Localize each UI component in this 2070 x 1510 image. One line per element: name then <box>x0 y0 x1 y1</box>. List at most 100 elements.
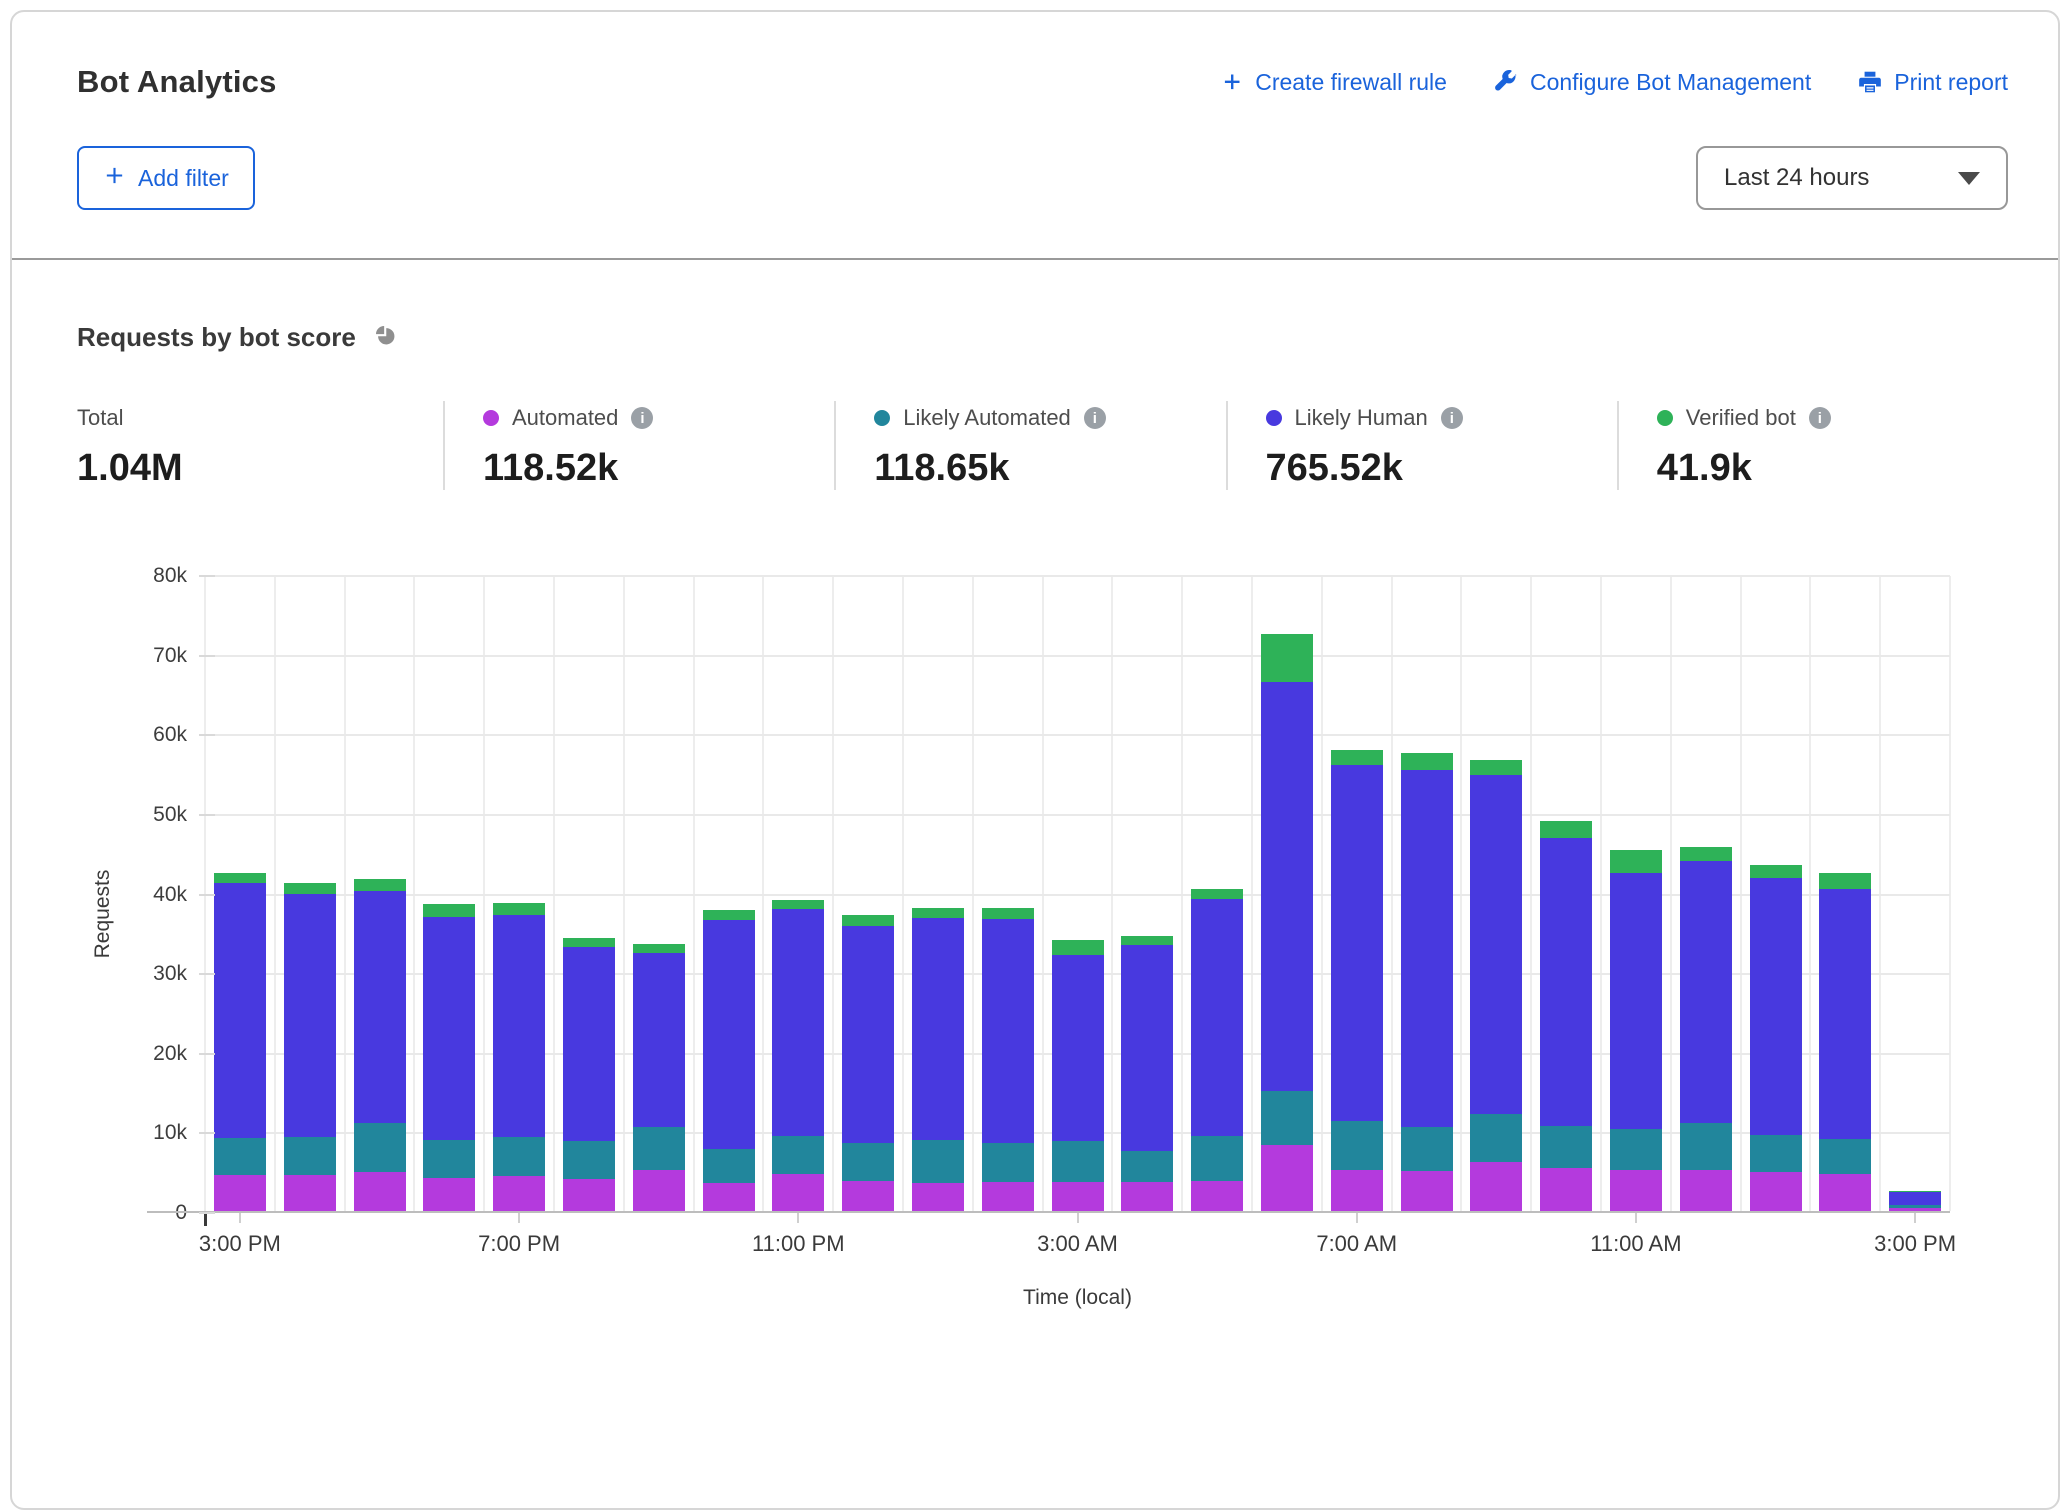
stat-likely-human-value: 765.52k <box>1266 447 1617 490</box>
print-report-link[interactable]: Print report <box>1857 69 2008 96</box>
y-tick-label: 0 <box>77 1199 187 1227</box>
automated-legend-dot <box>483 410 499 426</box>
bar-segment <box>633 1170 685 1211</box>
bar-segment <box>1889 1208 1941 1211</box>
chart-bar[interactable] <box>1680 847 1732 1211</box>
bar-segment <box>354 891 406 1124</box>
bar-segment <box>214 1138 266 1175</box>
chart-bar[interactable] <box>1331 750 1383 1211</box>
bar-segment <box>1610 850 1662 873</box>
chart-bar[interactable] <box>354 879 406 1211</box>
chart-bar[interactable] <box>1540 821 1592 1211</box>
bar-segment <box>982 908 1034 918</box>
bar-segment <box>1680 847 1732 861</box>
info-icon[interactable]: i <box>1809 407 1831 429</box>
chart-bar[interactable] <box>772 900 824 1211</box>
bar-segment <box>703 1183 755 1211</box>
chart-bar[interactable] <box>1191 889 1243 1211</box>
x-tick-label: 3:00 PM <box>199 1231 281 1257</box>
configure-bot-management-link[interactable]: Configure Bot Management <box>1493 69 1811 96</box>
chart-bar[interactable] <box>1889 1191 1941 1211</box>
bar-segment <box>772 909 824 1136</box>
stat-likely-automated-value: 118.65k <box>874 447 1225 490</box>
chart-bar[interactable] <box>633 944 685 1211</box>
bar-segment <box>1191 889 1243 899</box>
info-icon[interactable]: i <box>631 407 653 429</box>
add-filter-button[interactable]: Add filter <box>77 146 255 210</box>
y-tick-label: 70k <box>77 642 187 670</box>
bar-segment <box>1610 873 1662 1129</box>
bar-segment <box>1401 753 1453 770</box>
chart-bar[interactable] <box>493 903 545 1211</box>
bar-segment <box>1889 1192 1941 1206</box>
create-firewall-rule-label: Create firewall rule <box>1255 69 1447 96</box>
gridline <box>205 814 1950 816</box>
chart-bar[interactable] <box>563 938 615 1211</box>
info-icon[interactable]: i <box>1441 407 1463 429</box>
stat-likely-automated: Likely Automated i 118.65k <box>834 401 1225 490</box>
bar-segment <box>1331 765 1383 1121</box>
y-axis: 010k20k30k40k50k60k70k80k <box>77 576 187 1213</box>
chart-bar[interactable] <box>284 883 336 1211</box>
bar-segment <box>423 1178 475 1211</box>
chart-bar[interactable] <box>214 873 266 1211</box>
verified-bot-legend-dot <box>1657 410 1673 426</box>
y-tick-label: 50k <box>77 801 187 829</box>
likely-automated-legend-dot <box>874 410 890 426</box>
chart-bar[interactable] <box>1052 940 1104 1211</box>
bar-segment <box>633 953 685 1127</box>
stat-automated-label: Automated <box>512 405 618 431</box>
chart-bar[interactable] <box>1261 634 1313 1211</box>
create-firewall-rule-link[interactable]: Create firewall rule <box>1220 69 1447 96</box>
x-tick-label: 3:00 PM <box>1874 1231 1956 1257</box>
chart-bar[interactable] <box>912 908 964 1211</box>
chart-bar[interactable] <box>703 910 755 1211</box>
bar-segment <box>214 873 266 883</box>
bar-segment <box>1191 1181 1243 1211</box>
stat-total-value: 1.04M <box>77 447 443 490</box>
gridline <box>205 734 1950 736</box>
bar-segment <box>1750 1135 1802 1172</box>
chart-bar[interactable] <box>1121 936 1173 1211</box>
bar-segment <box>1470 760 1522 775</box>
chart-bar[interactable] <box>842 915 894 1211</box>
x-axis-title: Time (local) <box>205 1286 1950 1310</box>
bar-segment <box>1121 1151 1173 1182</box>
bar-segment <box>1680 1170 1732 1211</box>
bar-segment <box>493 915 545 1137</box>
y-tick-mark <box>199 894 215 896</box>
wrench-icon <box>1493 69 1519 95</box>
bar-segment <box>1331 1170 1383 1211</box>
bar-segment <box>423 904 475 917</box>
origin-tick <box>204 1213 207 1226</box>
chart-bar[interactable] <box>1610 850 1662 1211</box>
bar-segment <box>1540 1126 1592 1168</box>
chart-bar[interactable] <box>423 904 475 1211</box>
bar-segment <box>1680 1123 1732 1170</box>
printer-icon <box>1857 69 1883 95</box>
header-actions: Create firewall rule Configure Bot Manag… <box>1220 69 2008 96</box>
time-range-select[interactable]: Last 24 hours <box>1696 146 2008 210</box>
chart-bar[interactable] <box>1401 753 1453 1211</box>
bar-segment <box>1750 865 1802 879</box>
chart-bar[interactable] <box>1750 865 1802 1211</box>
bar-segment <box>772 900 824 910</box>
x-tick-mark <box>1635 1213 1637 1223</box>
bot-analytics-card: Bot Analytics Create firewall rule Confi… <box>10 10 2060 1510</box>
x-tick-mark <box>797 1213 799 1223</box>
bar-segment <box>912 1183 964 1211</box>
stat-verified-bot-value: 41.9k <box>1657 447 2008 490</box>
chart-bar[interactable] <box>1819 873 1871 1211</box>
bar-segment <box>1191 899 1243 1136</box>
bar-segment <box>1261 1145 1313 1211</box>
bar-segment <box>1401 1171 1453 1211</box>
pie-chart-icon <box>373 323 398 353</box>
chart-bar[interactable] <box>982 908 1034 1211</box>
chart-bar[interactable] <box>1470 760 1522 1211</box>
bar-segment <box>1191 1136 1243 1181</box>
bar-segment <box>1121 936 1173 946</box>
y-tick-label: 30k <box>77 960 187 988</box>
info-icon[interactable]: i <box>1084 407 1106 429</box>
bar-segment <box>1540 821 1592 838</box>
y-tick-label: 20k <box>77 1040 187 1068</box>
